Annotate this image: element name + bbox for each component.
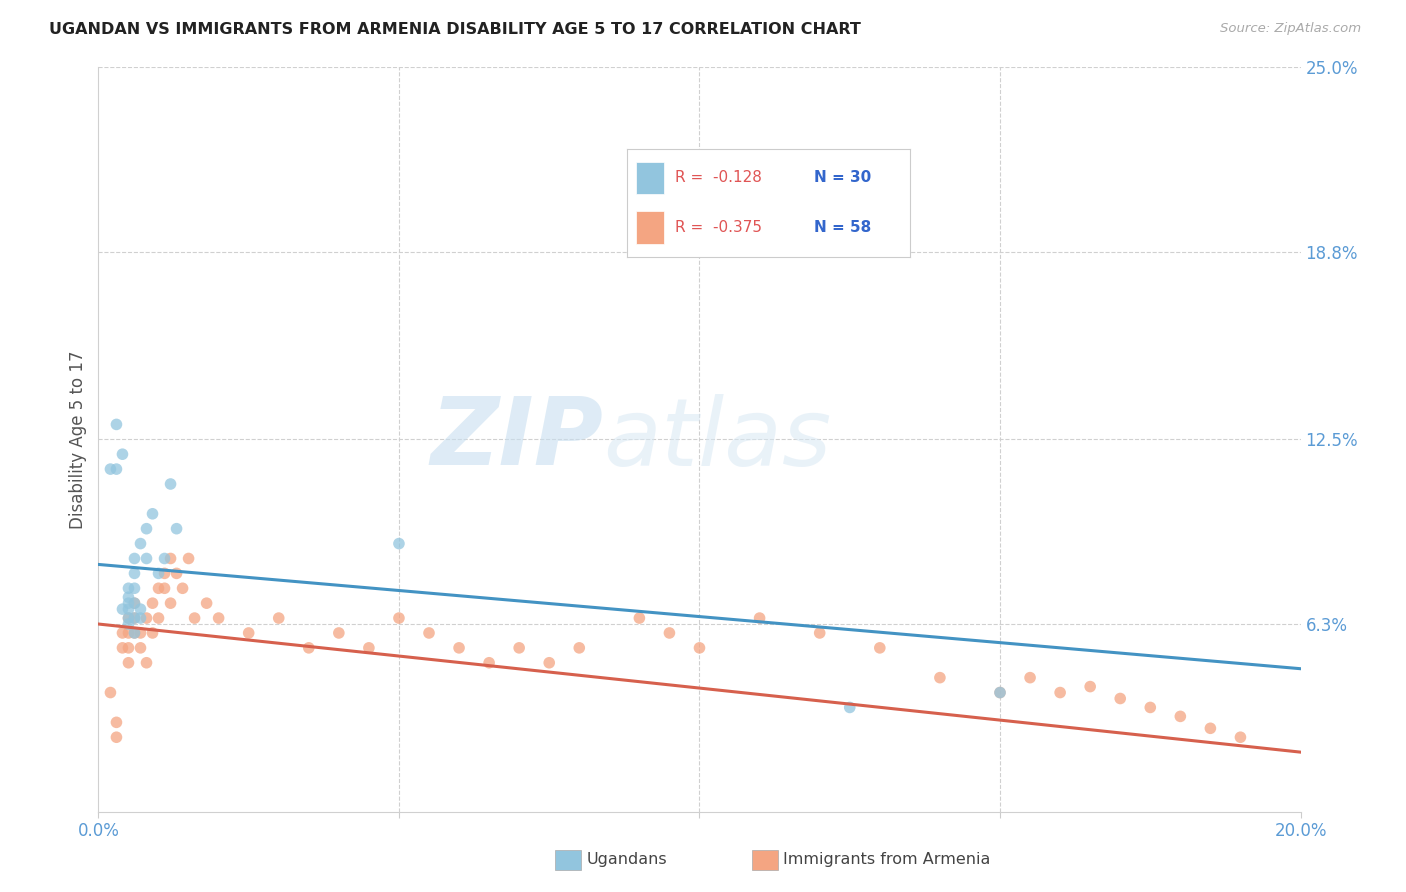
Text: ZIP: ZIP xyxy=(430,393,603,485)
Point xyxy=(153,551,176,566)
Point xyxy=(124,596,146,610)
Point xyxy=(838,700,860,714)
Point xyxy=(124,611,146,625)
Point xyxy=(111,447,134,461)
Point xyxy=(117,640,139,655)
Point xyxy=(328,626,350,640)
Point xyxy=(267,611,290,625)
Point xyxy=(159,551,181,566)
Point xyxy=(748,611,770,625)
Point xyxy=(1170,709,1192,723)
Point xyxy=(105,417,128,432)
Point xyxy=(124,551,146,566)
Text: Ugandans: Ugandans xyxy=(586,853,666,867)
Point xyxy=(988,685,1011,699)
Point xyxy=(388,611,411,625)
Point xyxy=(135,551,157,566)
Point xyxy=(447,640,470,655)
Point xyxy=(1199,721,1222,735)
Point xyxy=(153,566,176,581)
Point xyxy=(129,626,152,640)
Point xyxy=(628,611,651,625)
Point xyxy=(148,611,170,625)
Point xyxy=(117,626,139,640)
Point xyxy=(117,582,139,596)
Point xyxy=(538,656,561,670)
Point xyxy=(117,591,139,605)
Point xyxy=(357,640,380,655)
Point xyxy=(135,656,157,670)
Point xyxy=(1139,700,1161,714)
Point xyxy=(177,551,200,566)
Point xyxy=(124,566,146,581)
Point xyxy=(129,602,152,616)
Point xyxy=(117,611,139,625)
Point xyxy=(124,596,146,610)
Point xyxy=(388,536,411,550)
Point xyxy=(172,582,194,596)
Point xyxy=(153,582,176,596)
Point xyxy=(124,626,146,640)
Point xyxy=(166,566,188,581)
Text: Immigrants from Armenia: Immigrants from Armenia xyxy=(783,853,990,867)
Point xyxy=(1049,685,1071,699)
Point xyxy=(1078,680,1101,694)
Point xyxy=(808,626,831,640)
Point xyxy=(141,626,163,640)
Point xyxy=(195,596,218,610)
Point xyxy=(111,640,134,655)
Point xyxy=(124,611,146,625)
Point xyxy=(129,536,152,550)
Point xyxy=(478,656,501,670)
Point xyxy=(135,522,157,536)
Point xyxy=(418,626,440,640)
Point xyxy=(148,582,170,596)
Point xyxy=(141,507,163,521)
Point xyxy=(129,611,152,625)
Point xyxy=(105,715,128,730)
Point xyxy=(1229,730,1251,744)
Point xyxy=(117,596,139,610)
Point xyxy=(298,640,321,655)
Point xyxy=(658,626,681,640)
Text: UGANDAN VS IMMIGRANTS FROM ARMENIA DISABILITY AGE 5 TO 17 CORRELATION CHART: UGANDAN VS IMMIGRANTS FROM ARMENIA DISAB… xyxy=(49,22,860,37)
Point xyxy=(124,582,146,596)
Point xyxy=(159,477,181,491)
Point xyxy=(166,522,188,536)
Point xyxy=(148,566,170,581)
Text: atlas: atlas xyxy=(603,393,831,485)
Point xyxy=(183,611,205,625)
Point xyxy=(124,626,146,640)
Point xyxy=(111,602,134,616)
Point xyxy=(117,602,139,616)
Point xyxy=(238,626,260,640)
Point xyxy=(117,617,139,632)
Point xyxy=(129,640,152,655)
Point xyxy=(117,611,139,625)
Point xyxy=(141,596,163,610)
Point xyxy=(105,462,128,476)
Point xyxy=(869,640,891,655)
Point xyxy=(111,626,134,640)
Point xyxy=(100,685,122,699)
Text: Source: ZipAtlas.com: Source: ZipAtlas.com xyxy=(1220,22,1361,36)
Y-axis label: Disability Age 5 to 17: Disability Age 5 to 17 xyxy=(69,350,87,529)
Point xyxy=(117,656,139,670)
Point xyxy=(135,611,157,625)
Point xyxy=(1019,671,1042,685)
Point xyxy=(208,611,231,625)
Point xyxy=(1109,691,1132,706)
Point xyxy=(929,671,952,685)
Point xyxy=(988,685,1011,699)
Point xyxy=(100,462,122,476)
Point xyxy=(105,730,128,744)
Point xyxy=(689,640,711,655)
Point xyxy=(508,640,530,655)
Point xyxy=(159,596,181,610)
Point xyxy=(568,640,591,655)
